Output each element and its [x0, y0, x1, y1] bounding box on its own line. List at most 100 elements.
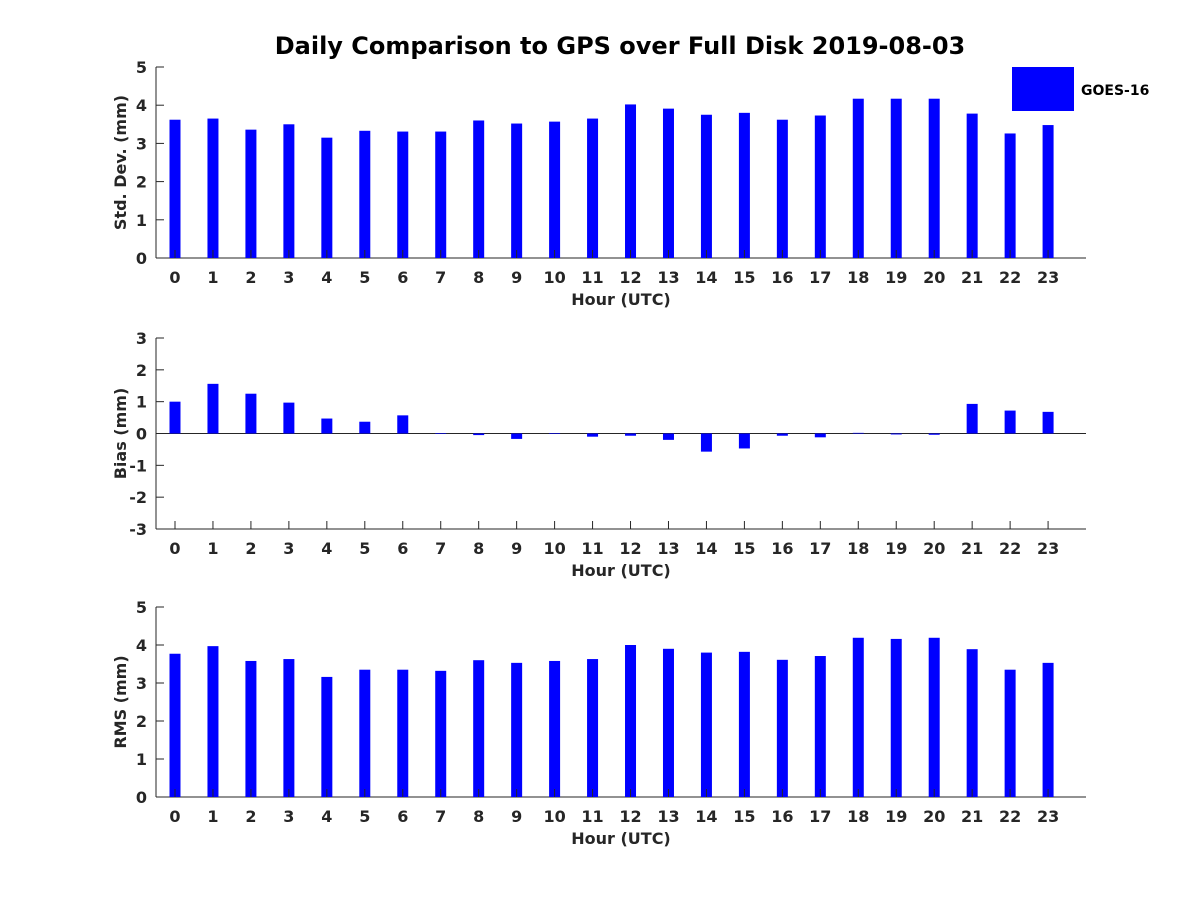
x-tick-label: 13	[657, 268, 679, 287]
bar-std-dev-hour-8	[473, 120, 485, 258]
x-tick-label: 11	[581, 539, 603, 558]
x-tick-label: 16	[771, 268, 793, 287]
x-tick-label: 2	[245, 807, 256, 826]
bar-rms-hour-1	[207, 646, 219, 797]
x-tick-label: 19	[885, 268, 907, 287]
bar-rms-hour-23	[1042, 662, 1054, 797]
x-tick-label: 1	[207, 539, 218, 558]
x-tick-label: 13	[657, 539, 679, 558]
bar-bias-hour-0	[169, 401, 181, 434]
x-tick-label: 19	[885, 807, 907, 826]
bar-std-dev-hour-5	[359, 130, 371, 258]
bar-bias-hour-11	[587, 433, 599, 437]
x-tick-label: 11	[581, 807, 603, 826]
x-tick-label: 0	[169, 807, 180, 826]
x-tick-label: 4	[321, 539, 332, 558]
x-tick-label: 23	[1037, 268, 1059, 287]
x-tick-label: 6	[397, 539, 408, 558]
bar-std-dev-hour-18	[852, 98, 864, 259]
bar-bias-hour-14	[700, 433, 712, 452]
y-tick-label: 1	[136, 211, 147, 230]
x-tick-label: 18	[847, 268, 869, 287]
y-tick-label: 4	[136, 96, 147, 115]
legend: GOES-16	[1012, 67, 1149, 111]
x-tick-label: 17	[809, 539, 831, 558]
x-tick-label: 10	[543, 268, 565, 287]
bar-rms-hour-7	[435, 670, 447, 797]
x-tick-label: 4	[321, 268, 332, 287]
bar-rms-hour-14	[700, 652, 712, 797]
legend-swatch-goes-16	[1012, 67, 1074, 111]
bar-rms-hour-8	[473, 660, 485, 797]
bar-rms-hour-9	[511, 662, 523, 797]
bar-bias-hour-23	[1042, 411, 1054, 434]
y-tick-label: 0	[136, 788, 147, 807]
y-tick-label: 2	[136, 173, 147, 192]
bar-bias-hour-6	[397, 415, 409, 434]
bar-bias-hour-19	[890, 433, 902, 435]
x-axis-label: Hour (UTC)	[571, 829, 671, 848]
x-tick-label: 11	[581, 268, 603, 287]
x-tick-label: 15	[733, 539, 755, 558]
x-tick-label: 9	[511, 539, 522, 558]
x-tick-label: 15	[733, 268, 755, 287]
x-tick-label: 6	[397, 807, 408, 826]
x-axis-label: Hour (UTC)	[571, 290, 671, 309]
bar-rms-hour-3	[283, 659, 295, 797]
bar-std-dev-hour-12	[625, 104, 637, 258]
bar-rms-hour-0	[169, 653, 181, 797]
bar-bias-hour-8	[473, 433, 485, 436]
bar-std-dev-hour-21	[966, 113, 978, 258]
bar-bias-hour-1	[207, 383, 219, 434]
bar-std-dev-hour-0	[169, 119, 181, 258]
x-tick-label: 12	[619, 807, 641, 826]
legend-label-goes-16: GOES-16	[1081, 83, 1149, 99]
bar-std-dev-hour-3	[283, 124, 295, 258]
x-tick-label: 16	[771, 807, 793, 826]
x-tick-label: 12	[619, 268, 641, 287]
y-axis-label: RMS (mm)	[111, 655, 130, 748]
x-tick-label: 17	[809, 807, 831, 826]
y-tick-label: 3	[136, 329, 147, 348]
x-tick-label: 20	[923, 539, 945, 558]
x-tick-label: 1	[207, 807, 218, 826]
x-tick-label: 6	[397, 268, 408, 287]
x-tick-label: 2	[245, 268, 256, 287]
y-axis-label: Std. Dev. (mm)	[111, 95, 130, 230]
y-tick-label: 3	[136, 674, 147, 693]
bar-rms-hour-19	[890, 638, 902, 797]
bar-rms-hour-6	[397, 669, 409, 797]
bar-bias-hour-4	[321, 418, 333, 434]
y-tick-label: 3	[136, 134, 147, 153]
x-tick-label: 5	[359, 268, 370, 287]
bar-bias-hour-9	[511, 433, 523, 439]
bar-bias-hour-22	[1004, 410, 1016, 434]
x-tick-label: 14	[695, 807, 717, 826]
bar-rms-hour-18	[852, 637, 864, 797]
bar-rms-hour-17	[814, 656, 826, 797]
x-tick-label: 17	[809, 268, 831, 287]
bar-bias-hour-15	[738, 433, 750, 449]
y-tick-label: -1	[129, 456, 147, 475]
x-tick-label: 7	[435, 807, 446, 826]
y-tick-label: 5	[136, 598, 147, 617]
bar-std-dev-hour-6	[397, 131, 409, 258]
bar-rms-hour-21	[966, 649, 978, 797]
x-tick-label: 21	[961, 539, 983, 558]
x-tick-label: 4	[321, 807, 332, 826]
bar-std-dev-hour-11	[587, 118, 599, 258]
bar-std-dev-hour-20	[928, 98, 940, 259]
x-tick-label: 20	[923, 268, 945, 287]
x-tick-label: 10	[543, 539, 565, 558]
bar-rms-hour-15	[738, 651, 750, 797]
y-tick-label: 5	[136, 58, 147, 77]
y-tick-label: 2	[136, 712, 147, 731]
bar-rms-hour-12	[625, 645, 637, 797]
x-tick-label: 15	[733, 807, 755, 826]
bar-std-dev-hour-22	[1004, 133, 1016, 258]
y-tick-label: 4	[136, 636, 147, 655]
x-tick-label: 14	[695, 268, 717, 287]
bar-rms-hour-11	[587, 659, 599, 797]
